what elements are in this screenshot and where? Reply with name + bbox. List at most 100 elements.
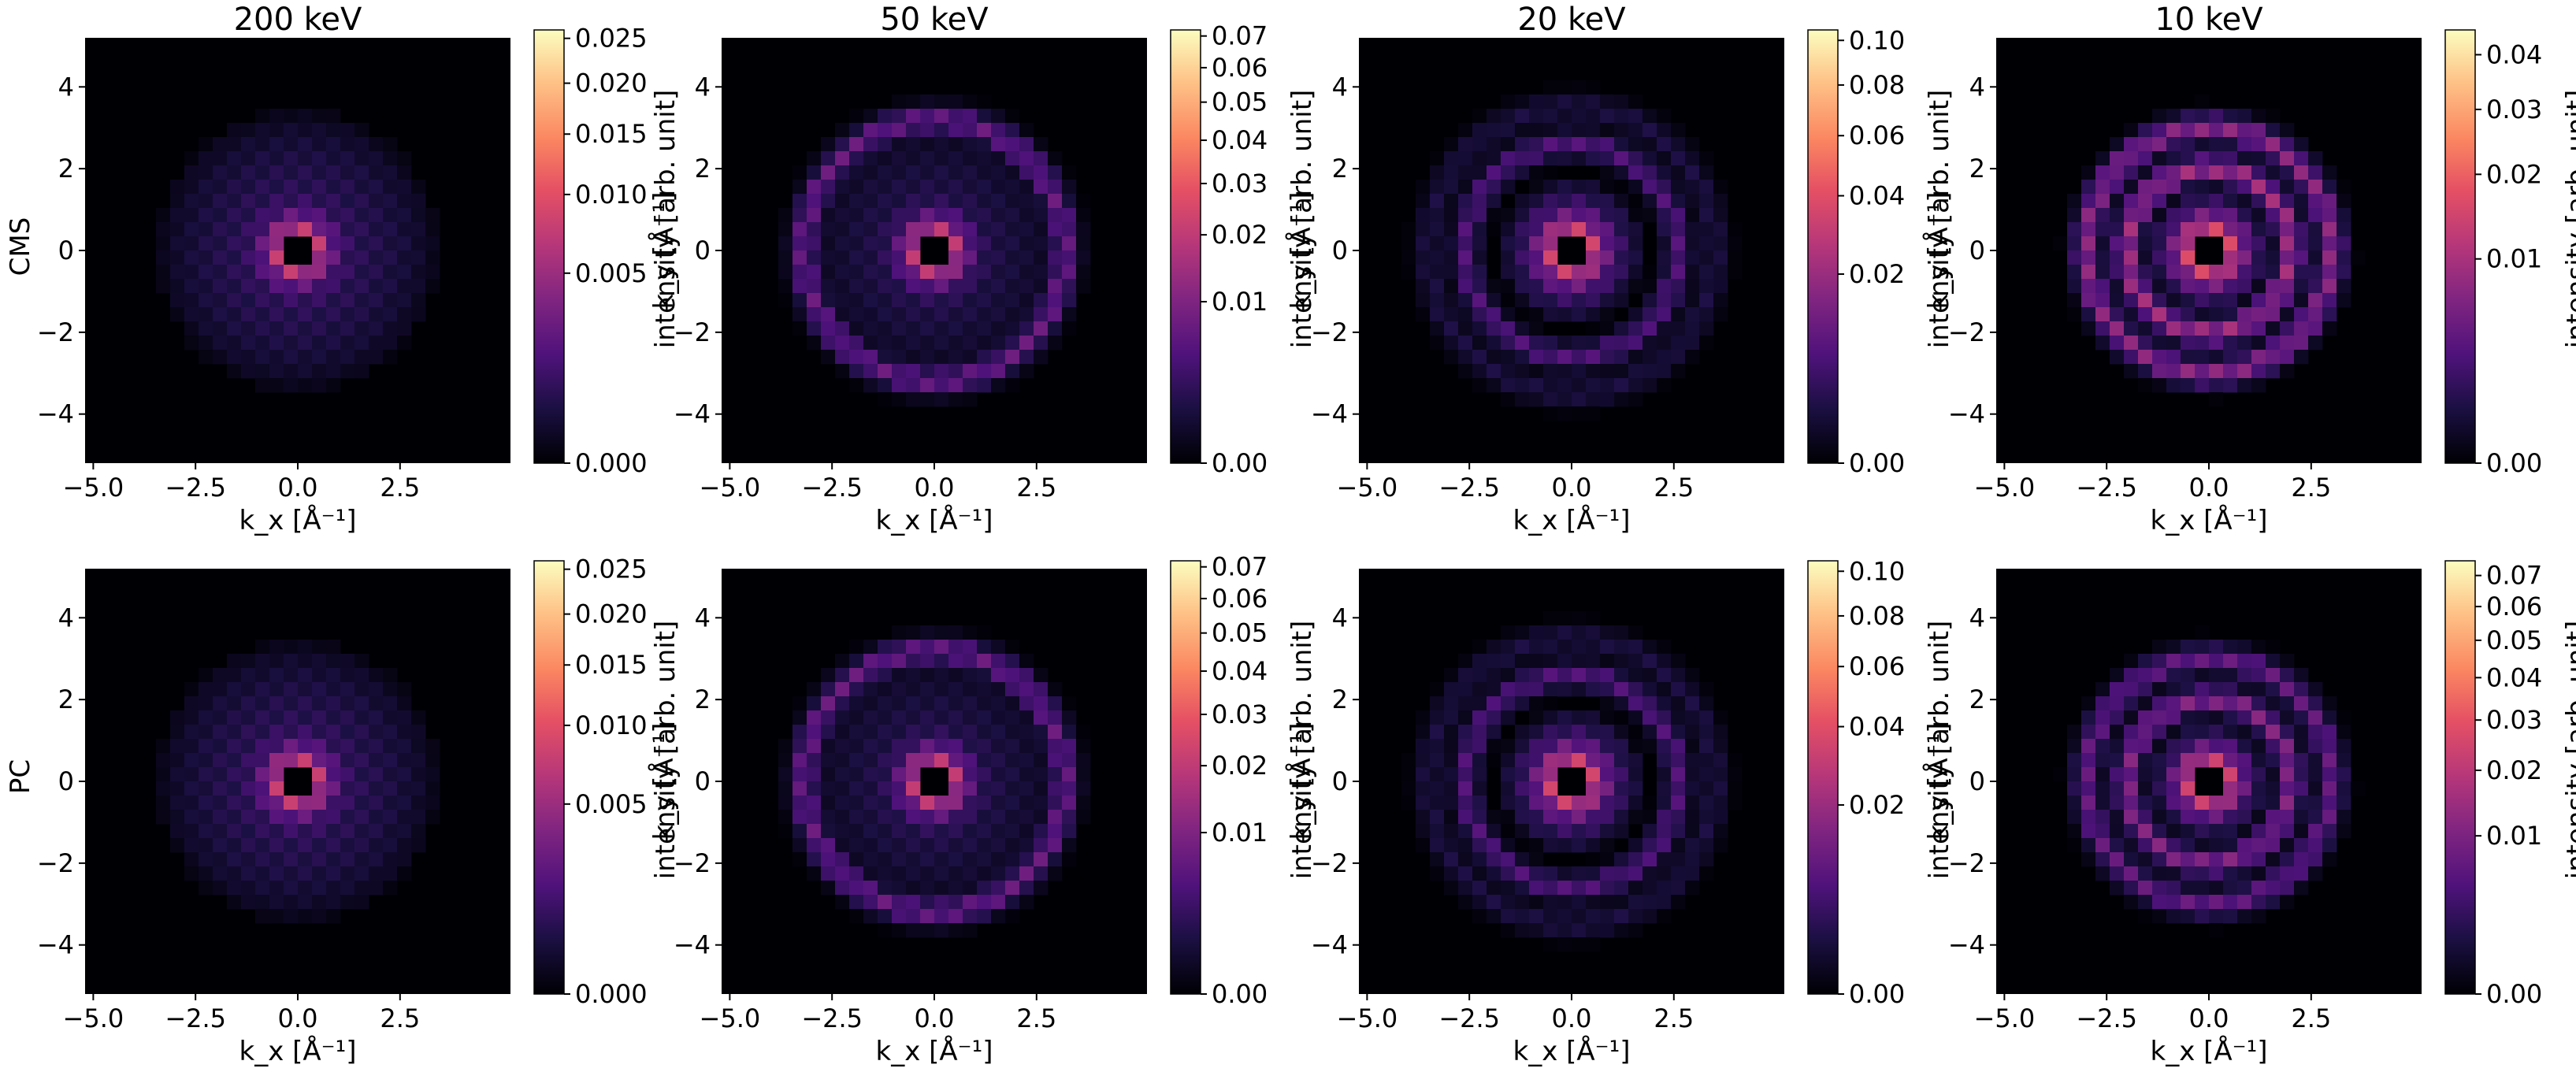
heatmap-cell	[369, 180, 384, 195]
heatmap-cell	[1501, 668, 1516, 683]
heatmap-cell	[227, 250, 242, 265]
heatmap-cell	[1005, 838, 1020, 853]
heatmap-cell	[156, 810, 171, 825]
heatmap-cell	[2237, 137, 2252, 152]
heatmap-cell	[1430, 293, 1445, 308]
heatmap-cell	[1472, 194, 1487, 209]
heatmap-cell	[1586, 625, 1601, 640]
heatmap-cells	[1401, 611, 1743, 952]
heatmap-cell	[1657, 866, 1672, 881]
y-tick-label: 4	[58, 72, 74, 102]
heatmap-cell	[1444, 725, 1459, 740]
heatmap-cell	[2124, 137, 2139, 152]
heatmap-cell	[1444, 796, 1459, 810]
heatmap-cell	[920, 824, 935, 839]
heatmap-cell	[312, 796, 327, 810]
heatmap-cell	[2251, 321, 2266, 336]
heatmap-cell	[2095, 852, 2110, 867]
heatmap-cell	[1430, 739, 1445, 754]
heatmap-cell	[2237, 307, 2252, 322]
heatmap-cell	[1005, 109, 1020, 124]
heatmap-cell	[1019, 895, 1034, 910]
heatmap-cell	[298, 682, 313, 697]
heatmap-cell	[2251, 640, 2266, 655]
heatmap-cell	[807, 165, 822, 180]
heatmap-cell	[934, 909, 949, 924]
heatmap-cell	[835, 895, 850, 910]
heatmap-cell	[1557, 208, 1572, 223]
y-axis-label: k_y [Å⁻¹]	[1285, 192, 1317, 310]
heatmap-cell	[2095, 151, 2110, 166]
heatmap-cell	[1671, 838, 1686, 853]
heatmap-cell	[1048, 165, 1063, 180]
heatmap-cell	[892, 654, 907, 669]
heatmap-cell	[948, 767, 963, 782]
heatmap-cell	[340, 165, 355, 180]
heatmap-cell	[312, 222, 327, 237]
heatmap-cell	[284, 307, 299, 322]
heatmap-cell	[1614, 640, 1629, 655]
heatmap-cell	[1600, 881, 1615, 896]
heatmap-cell	[170, 710, 185, 725]
y-tick-label: −2	[674, 317, 711, 347]
heatmap-cell	[1005, 279, 1020, 294]
heatmap-cell	[340, 279, 355, 294]
heatmap-cell	[2308, 321, 2323, 336]
heatmap-cell	[1005, 123, 1020, 138]
heatmap-cell	[1586, 321, 1601, 336]
heatmap-cell	[284, 696, 299, 711]
colorbar-tick-label: 0.05	[1212, 618, 1268, 648]
heatmap-cell	[2209, 909, 2224, 924]
heatmap-cell	[2195, 364, 2210, 379]
heatmap-cell	[1628, 682, 1643, 697]
heatmap-cell	[213, 236, 228, 251]
heatmap-cell	[241, 767, 256, 782]
heatmap-cell	[1572, 796, 1587, 810]
heatmap-cell	[1671, 696, 1686, 711]
heatmap-cell	[849, 222, 864, 237]
heatmap-cell	[920, 350, 935, 365]
heatmap-cell	[199, 279, 213, 294]
heatmap-cell	[269, 753, 284, 768]
heatmap-cell	[1657, 895, 1672, 910]
heatmap-cell	[1671, 236, 1686, 251]
heatmap-cell	[1572, 810, 1587, 825]
heatmap-cell	[934, 336, 949, 351]
colorbar	[2444, 29, 2476, 464]
heatmap-cell	[2195, 165, 2210, 180]
heatmap-cell	[312, 781, 327, 796]
heatmap-cell	[1628, 279, 1643, 294]
heatmap-cell	[2322, 307, 2337, 322]
heatmap-cell	[1416, 307, 1431, 322]
heatmap-cell	[2266, 364, 2281, 379]
heatmap-cell	[1657, 767, 1672, 782]
heatmap-cell	[1586, 123, 1601, 138]
heatmap-cell	[2152, 208, 2167, 223]
heatmap-cell	[991, 838, 1006, 853]
heatmap-cell	[863, 109, 878, 124]
heatmap-cell	[2294, 739, 2309, 754]
heatmap-cell	[1671, 137, 1686, 152]
heatmap-cell	[1685, 682, 1700, 697]
x-tick-label: −5.0	[700, 473, 761, 503]
heatmap-cell	[2266, 767, 2281, 782]
heatmap-cell	[1628, 739, 1643, 754]
heatmap-cell	[383, 165, 398, 180]
heatmap-cell	[1657, 180, 1672, 195]
heatmap-cell	[991, 909, 1006, 924]
heatmap-cell	[792, 838, 807, 853]
heatmap-cell	[835, 739, 850, 754]
heatmap-cell	[369, 852, 384, 867]
heatmap-cell	[241, 753, 256, 768]
heatmap-cell	[778, 293, 793, 308]
heatmap-cell	[1671, 165, 1686, 180]
heatmap-cell	[1062, 194, 1077, 209]
heatmap-cell	[284, 293, 299, 308]
heatmap-cell	[1572, 668, 1587, 683]
heatmap-cell	[1572, 753, 1587, 768]
heatmap-cell	[199, 767, 213, 782]
colorbar-label: intensity [arb. unit]	[1924, 621, 1955, 880]
heatmap-cell	[312, 250, 327, 265]
heatmap-cell	[991, 796, 1006, 810]
heatmap-cell	[1458, 364, 1473, 379]
